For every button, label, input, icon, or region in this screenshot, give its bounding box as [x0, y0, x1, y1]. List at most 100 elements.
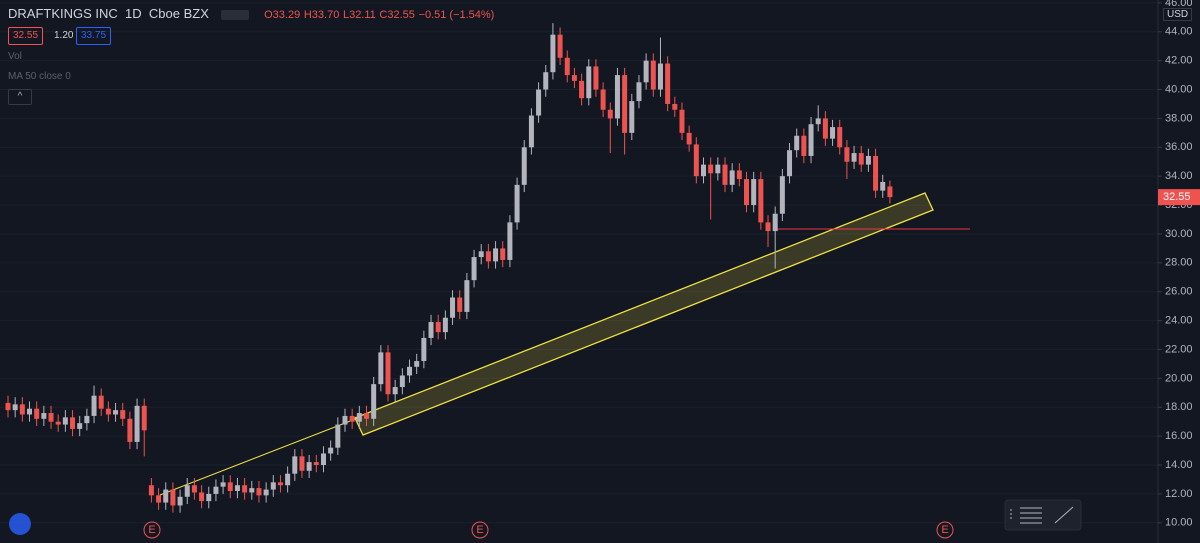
candle-body: [5, 402, 11, 411]
earnings-label: E: [941, 524, 948, 536]
drawings: [159, 192, 970, 496]
candle-body: [873, 155, 879, 191]
candle-body: [457, 297, 463, 312]
last-price-label: 32.55: [1163, 191, 1191, 203]
earnings-marker: [143, 521, 161, 539]
candle-body: [399, 375, 405, 388]
y-tick-label: 38.00: [1165, 112, 1193, 124]
candle-body: [421, 337, 427, 362]
candle-body: [478, 251, 484, 258]
logo: [9, 513, 31, 535]
earnings-label: E: [148, 524, 155, 536]
y-tick-label: 34.00: [1165, 170, 1193, 182]
candle-body: [887, 186, 893, 198]
candle-body: [177, 496, 183, 506]
candle-body: [808, 124, 814, 156]
ask-button[interactable]: 33.75: [76, 27, 112, 45]
candle-body: [693, 144, 699, 177]
candle-body: [127, 418, 133, 442]
candle-body: [708, 164, 714, 174]
candle-body: [306, 462, 312, 471]
candle-body: [299, 456, 305, 471]
y-tick-label: 26.00: [1165, 286, 1193, 298]
candle-body: [787, 150, 793, 177]
candle-body: [442, 317, 448, 333]
candle-body: [320, 453, 326, 466]
candle-body: [772, 213, 778, 232]
toolbar[interactable]: [1004, 499, 1082, 531]
candle-body: [450, 297, 456, 318]
candle-body: [199, 492, 205, 502]
candle-body: [521, 147, 527, 185]
candle-body: [736, 170, 742, 180]
last-price-box: [1158, 189, 1200, 206]
ohlc-close: C32.55: [379, 9, 415, 21]
candle-body: [335, 424, 341, 448]
candle-body: [579, 80, 585, 99]
candle-body: [679, 109, 685, 133]
indicator-vol[interactable]: Vol: [8, 51, 22, 62]
candle-body: [342, 415, 348, 425]
candle-body: [277, 482, 283, 486]
toolbar-icon[interactable]: [1010, 507, 1042, 524]
trend-line: [159, 417, 359, 496]
candle-body: [751, 179, 757, 206]
candle-body: [830, 127, 836, 139]
candle-body: [206, 493, 212, 502]
y-tick-label: 16.00: [1165, 430, 1193, 442]
earnings-label: E: [476, 524, 483, 536]
candle-body: [184, 485, 190, 497]
currency[interactable]: USD: [1163, 8, 1193, 21]
candle-body: [77, 423, 83, 429]
candle-body: [285, 473, 291, 486]
candle-body: [48, 413, 54, 422]
header: DRAFTKINGS INC 1D Cboe BZX O33.29 H33.70…: [8, 6, 494, 21]
candle-body: [543, 72, 549, 90]
bid-button[interactable]: 32.55: [8, 27, 44, 45]
candle-body: [407, 366, 413, 376]
candle-body: [70, 417, 76, 429]
candle-body: [865, 155, 871, 165]
candle-body: [665, 63, 671, 104]
candle-body: [765, 222, 771, 232]
candle-body: [19, 404, 25, 415]
candles: [5, 23, 893, 513]
candle-body: [371, 384, 377, 419]
candle-body: [536, 89, 542, 116]
candle-body: [607, 109, 613, 119]
candle-body: [113, 410, 119, 415]
ohlc-low: L32.11: [342, 9, 376, 21]
toolbar-box[interactable]: [1004, 499, 1082, 531]
candle-body: [170, 489, 176, 506]
candle-body: [156, 495, 162, 503]
ohlc-change: −0.51 (−1.54%): [418, 9, 495, 21]
candle-body: [414, 361, 420, 367]
candle-body: [428, 322, 434, 338]
candle-body: [249, 488, 255, 493]
candle-body: [328, 447, 334, 454]
candle-body: [27, 408, 33, 415]
y-tick-label: 14.00: [1165, 459, 1193, 471]
grid: [0, 2, 1158, 524]
candle-body: [98, 395, 104, 409]
indicator-ma[interactable]: MA 50 close 0: [8, 71, 71, 82]
candle-body: [62, 417, 68, 425]
candle-body: [672, 103, 678, 110]
candle-body: [507, 222, 513, 260]
candle-body: [722, 164, 728, 185]
compare-toggle[interactable]: [220, 9, 249, 20]
candle-body: [528, 115, 534, 148]
candle-body: [851, 153, 857, 162]
candle-body: [234, 485, 240, 492]
candle-body: [41, 413, 47, 419]
candle-body: [364, 413, 369, 419]
y-tick-label: 36.00: [1165, 141, 1193, 153]
toolbar-icon[interactable]: [1054, 506, 1074, 524]
y-tick-label: 42.00: [1165, 55, 1193, 67]
candle-body: [91, 395, 97, 416]
earnings-marker: [936, 521, 954, 539]
candle-body: [844, 147, 850, 162]
collapse-button[interactable]: ^: [8, 89, 32, 105]
candle-body: [744, 179, 750, 206]
